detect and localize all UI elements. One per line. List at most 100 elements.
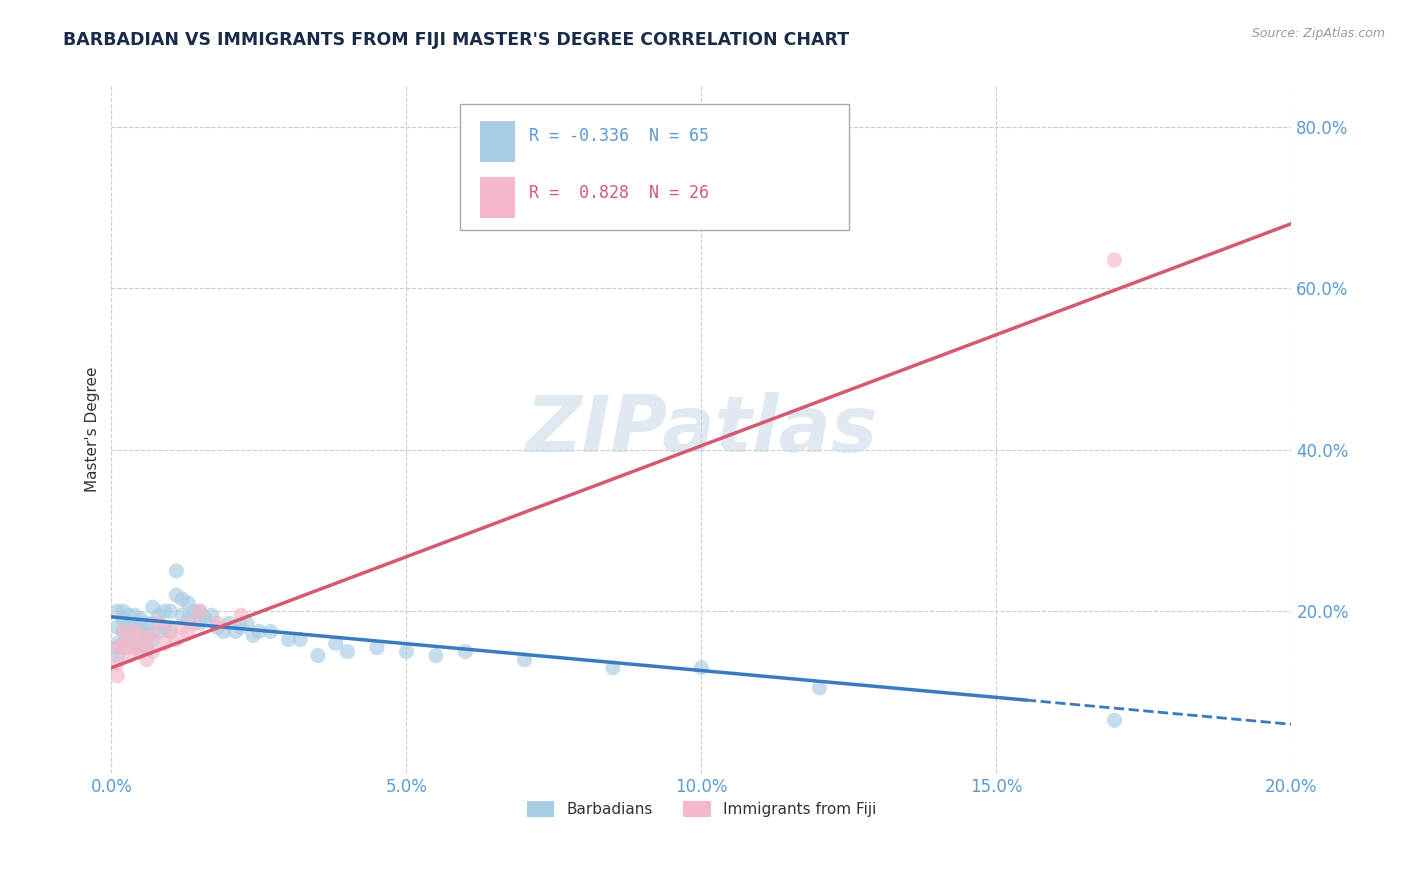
Point bbox=[159, 624, 181, 639]
Point bbox=[129, 640, 152, 655]
Point bbox=[172, 620, 194, 634]
Point bbox=[129, 612, 152, 626]
Point bbox=[105, 604, 128, 618]
Text: BARBADIAN VS IMMIGRANTS FROM FIJI MASTER'S DEGREE CORRELATION CHART: BARBADIAN VS IMMIGRANTS FROM FIJI MASTER… bbox=[63, 31, 849, 49]
Point bbox=[212, 624, 235, 639]
Point bbox=[105, 648, 128, 663]
Point bbox=[135, 653, 157, 667]
Point bbox=[118, 608, 141, 623]
Point bbox=[165, 564, 187, 578]
Point bbox=[142, 616, 165, 631]
Point bbox=[105, 636, 128, 650]
Text: Source: ZipAtlas.com: Source: ZipAtlas.com bbox=[1251, 27, 1385, 40]
Point bbox=[690, 661, 713, 675]
Point bbox=[207, 620, 229, 634]
Point bbox=[231, 620, 253, 634]
Point bbox=[188, 616, 211, 631]
Point bbox=[201, 608, 224, 623]
Point bbox=[153, 604, 176, 618]
Point bbox=[165, 632, 187, 647]
Point bbox=[177, 596, 200, 610]
Point bbox=[148, 624, 170, 639]
Point bbox=[124, 624, 146, 639]
Point bbox=[260, 624, 283, 639]
Point bbox=[142, 628, 165, 642]
Point bbox=[118, 640, 141, 655]
Point bbox=[112, 604, 135, 618]
Y-axis label: Master's Degree: Master's Degree bbox=[86, 367, 100, 492]
Point bbox=[153, 636, 176, 650]
Point bbox=[118, 628, 141, 642]
Point bbox=[425, 648, 447, 663]
Point bbox=[129, 645, 152, 659]
Point bbox=[366, 640, 388, 655]
Point bbox=[188, 604, 211, 618]
Point bbox=[135, 636, 157, 650]
Text: R =  0.828  N = 26: R = 0.828 N = 26 bbox=[529, 184, 709, 202]
Point bbox=[129, 624, 152, 639]
Point bbox=[159, 604, 181, 618]
Point bbox=[165, 588, 187, 602]
Text: ZIPatlas: ZIPatlas bbox=[526, 392, 877, 467]
Point bbox=[325, 636, 347, 650]
Point bbox=[194, 612, 217, 626]
Point bbox=[159, 624, 181, 639]
Point bbox=[124, 640, 146, 655]
Point bbox=[112, 636, 135, 650]
Point bbox=[105, 640, 128, 655]
Point bbox=[105, 640, 128, 655]
Point bbox=[277, 632, 299, 647]
FancyBboxPatch shape bbox=[479, 120, 515, 161]
Point bbox=[183, 604, 205, 618]
Point bbox=[129, 628, 152, 642]
Legend: Barbadians, Immigrants from Fiji: Barbadians, Immigrants from Fiji bbox=[520, 796, 883, 823]
Point bbox=[105, 657, 128, 671]
Point bbox=[112, 640, 135, 655]
Point bbox=[307, 648, 329, 663]
Point bbox=[602, 661, 624, 675]
Point bbox=[1104, 713, 1126, 727]
Point bbox=[142, 645, 165, 659]
Point bbox=[172, 592, 194, 607]
Point bbox=[454, 645, 477, 659]
Point bbox=[135, 628, 157, 642]
Point bbox=[142, 632, 165, 647]
Point bbox=[124, 636, 146, 650]
Point bbox=[242, 628, 264, 642]
Point bbox=[290, 632, 312, 647]
Point bbox=[148, 616, 170, 631]
Point bbox=[236, 616, 259, 631]
Point bbox=[135, 640, 157, 655]
Point bbox=[112, 624, 135, 639]
Point bbox=[177, 612, 200, 626]
Point bbox=[118, 616, 141, 631]
Point bbox=[142, 600, 165, 615]
Point bbox=[218, 616, 240, 631]
Point bbox=[188, 604, 211, 618]
Point bbox=[148, 608, 170, 623]
Point bbox=[105, 669, 128, 683]
Point bbox=[112, 612, 135, 626]
Point bbox=[153, 620, 176, 634]
Point bbox=[808, 681, 831, 695]
Point bbox=[124, 608, 146, 623]
Point bbox=[135, 616, 157, 631]
Point bbox=[177, 624, 200, 639]
Point bbox=[118, 648, 141, 663]
Point bbox=[112, 624, 135, 639]
Text: R = -0.336  N = 65: R = -0.336 N = 65 bbox=[529, 127, 709, 145]
Point bbox=[513, 653, 536, 667]
Point bbox=[395, 645, 418, 659]
Point bbox=[172, 608, 194, 623]
Point bbox=[247, 624, 270, 639]
Point bbox=[231, 608, 253, 623]
Point bbox=[118, 632, 141, 647]
Point bbox=[336, 645, 359, 659]
Point bbox=[207, 616, 229, 631]
FancyBboxPatch shape bbox=[460, 103, 849, 230]
Point bbox=[1104, 252, 1126, 267]
Point bbox=[105, 620, 128, 634]
FancyBboxPatch shape bbox=[479, 177, 515, 219]
Point bbox=[183, 616, 205, 631]
Point bbox=[224, 624, 246, 639]
